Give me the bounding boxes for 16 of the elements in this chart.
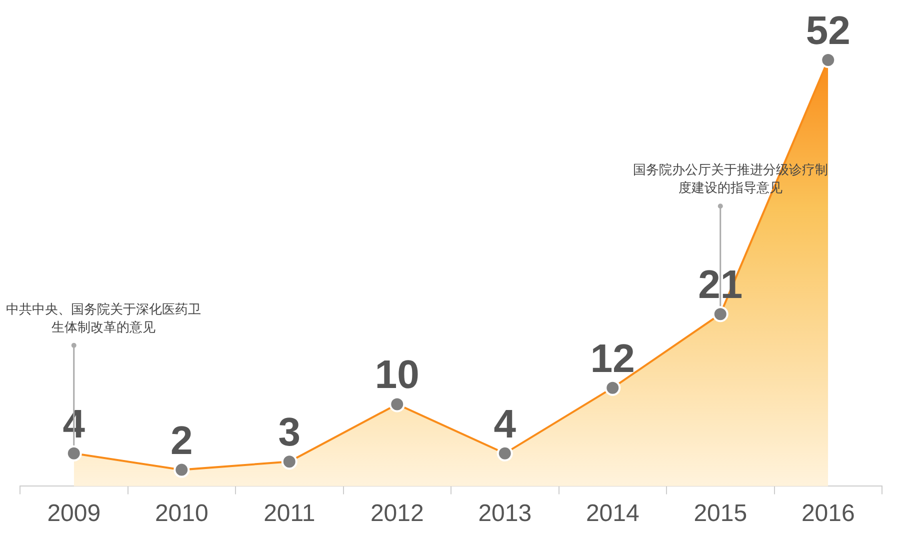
x-tick-label: 2013 [478,500,532,528]
data-label: 4 [62,402,86,446]
annotation: 中共中央、国务院关于深化医药卫生体制改革的意见 [6,301,201,334]
data-label: 4 [494,402,517,446]
data-label: 10 [374,353,420,398]
data-label: 12 [590,336,635,381]
data-label: 3 [278,410,300,455]
x-tick-label: 2016 [801,500,855,528]
x-tick-label: 2009 [47,500,101,528]
x-tick-label: 2012 [370,500,424,528]
x-tick-label: 2011 [264,500,316,528]
x-tick-label: 2015 [694,500,748,528]
data-label: 52 [806,9,850,53]
x-tick-label: 2014 [586,500,640,528]
data-label: 2 [170,418,193,463]
x-tick-label: 2010 [154,500,208,528]
